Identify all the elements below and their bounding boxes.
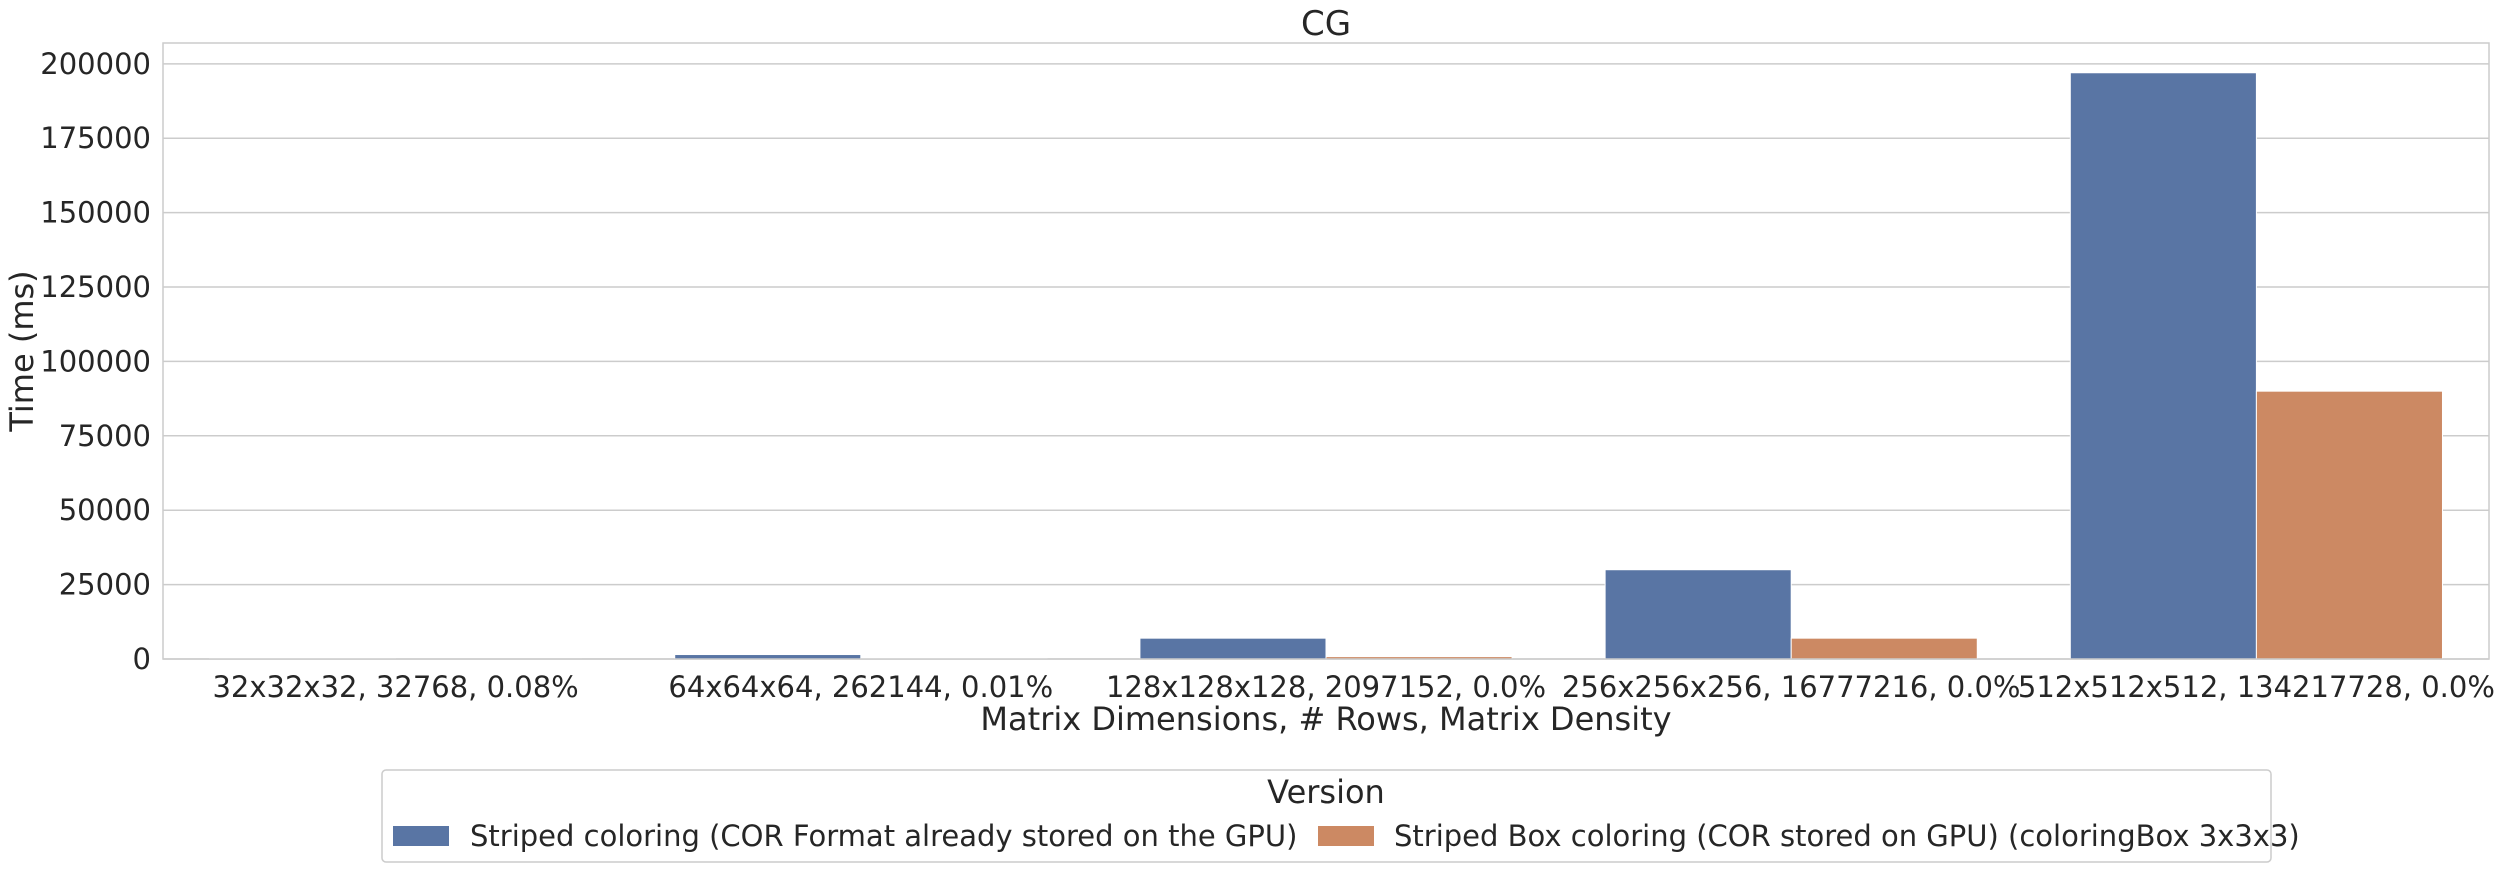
y-tick-label: 100000 — [40, 344, 151, 378]
legend-swatch-striped-box-coloring — [1318, 826, 1374, 846]
legend-swatch-striped-coloring — [393, 826, 449, 846]
y-tick-label: 75000 — [59, 419, 151, 453]
y-tick-labels: 0 25000 50000 75000 100000 125000 150000 175000… — [40, 47, 151, 676]
x-tick-label: 64x64x64, 262144, 0.01% — [668, 670, 1053, 704]
legend-label-striped-box-coloring: Striped Box coloring (COR stored on GPU)… — [1394, 819, 2300, 853]
legend-title: Version — [1267, 773, 1385, 811]
x-tick-labels: 32x32x32, 32768, 0.08% 64x64x64, 262144, … — [212, 670, 2494, 704]
y-tick-label: 50000 — [59, 493, 151, 527]
y-tick-label: 200000 — [40, 47, 151, 81]
y-tick-label: 0 — [133, 642, 151, 676]
y-tick-label: 175000 — [40, 121, 151, 155]
x-tick-label: 32x32x32, 32768, 0.08% — [212, 670, 578, 704]
x-tick-label: 512x512x512, 134217728, 0.0% — [2018, 670, 2495, 704]
bar-series-0-cat-4 — [2069, 72, 2257, 660]
x-tick-label: 256x256x256, 16777216, 0.0% — [1562, 670, 2021, 704]
y-tick-label: 150000 — [40, 196, 151, 230]
legend-box — [381, 769, 2272, 863]
legend: Version Striped coloring (COR Format alr… — [381, 769, 2300, 863]
bars — [209, 72, 2443, 660]
bar-series-1-cat-3 — [1790, 637, 1978, 660]
bar-series-0-cat-3 — [1604, 569, 1792, 660]
chart-title: CG — [1301, 4, 1351, 44]
gridlines — [163, 63, 2489, 660]
y-tick-label: 125000 — [40, 270, 151, 304]
x-axis-title: Matrix Dimensions, # Rows, Matrix Densit… — [980, 700, 1671, 738]
y-axis-title: Time (ms) — [3, 270, 41, 432]
x-tick-label: 128x128x128, 2097152, 0.0% — [1106, 670, 1546, 704]
y-tick-label: 25000 — [59, 568, 151, 602]
legend-label-striped-coloring: Striped coloring (COR Format already sto… — [470, 819, 1297, 853]
bar-series-1-cat-4 — [2255, 390, 2443, 660]
plot-frame — [162, 42, 2490, 660]
bar-series-0-cat-2 — [1139, 637, 1327, 660]
